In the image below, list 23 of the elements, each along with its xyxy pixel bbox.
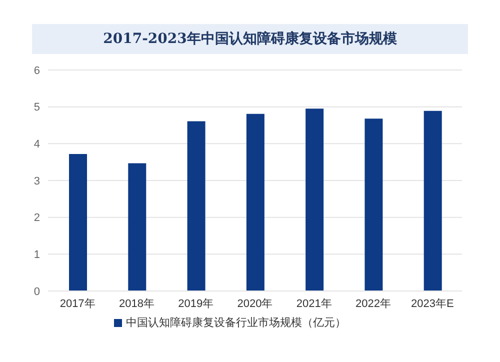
legend-label: 中国认知障碍康复设备行业市场规模（亿元） <box>126 317 346 329</box>
x-tick-label: 2021年 <box>296 298 332 310</box>
y-tick-label: 4 <box>34 138 40 151</box>
y-tick-label: 2 <box>34 212 40 224</box>
bar <box>187 121 206 291</box>
y-tick-label: 6 <box>34 64 40 77</box>
y-tick-label: 0 <box>34 286 40 298</box>
bar <box>364 118 383 291</box>
bar <box>246 114 264 291</box>
x-tick-label: 2020年 <box>237 298 273 310</box>
x-tick-label: 2017年 <box>60 298 96 310</box>
bar <box>306 108 324 291</box>
bar <box>424 110 442 291</box>
y-tick-label: 1 <box>34 249 40 262</box>
x-tick-label: 2019年 <box>178 298 214 310</box>
x-tick-label: 2022年 <box>356 298 392 310</box>
bar <box>69 154 87 291</box>
x-tick-label: 2018年 <box>118 298 154 310</box>
y-tick-label: 5 <box>34 102 40 114</box>
bar <box>128 163 146 291</box>
x-tick-label: 2023年E <box>411 298 454 310</box>
y-tick-label: 3 <box>34 175 40 188</box>
chart-title: 2017-2023年中国认知障碍康复设备市场规模 <box>32 24 468 54</box>
